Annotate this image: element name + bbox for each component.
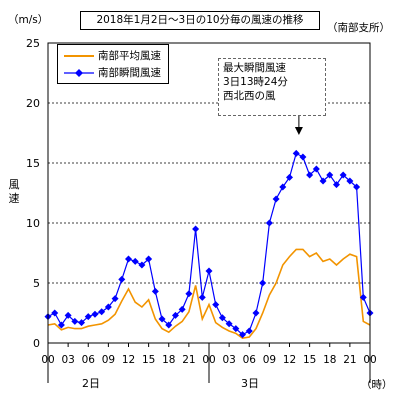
- series-point-1-11: [118, 275, 126, 283]
- series-point-1-2: [57, 321, 65, 329]
- day-label-3: 3日: [241, 377, 259, 390]
- x-tick-label-5: 15: [142, 354, 155, 366]
- annotation-line-2: 3日13時24分: [223, 76, 288, 88]
- annotation-arrow-head: [294, 127, 303, 135]
- x-tick-label-3: 09: [102, 354, 115, 366]
- legend-entry-gust: 南部瞬間風速: [62, 66, 166, 80]
- y-tick-label-20: 20: [26, 97, 40, 110]
- source-label: （南部支所）: [327, 22, 390, 34]
- series-point-1-6: [84, 313, 92, 321]
- series-point-1-30: [245, 327, 253, 335]
- series-point-1-29: [239, 331, 247, 339]
- x-axis-unit: （時）: [361, 379, 393, 391]
- series-point-1-7: [91, 310, 99, 318]
- legend-swatch-gust: [64, 69, 94, 77]
- y-tick-label-25: 25: [26, 37, 40, 50]
- series-point-1-15: [145, 255, 153, 263]
- series-point-1-3: [64, 311, 72, 319]
- series-point-1-8: [98, 308, 106, 316]
- series-point-1-26: [218, 314, 226, 322]
- series-point-1-35: [279, 183, 287, 191]
- max-gust-annotation: 最大瞬間風速 3日13時24分 西北西の風: [218, 58, 326, 116]
- series-point-1-16: [151, 287, 159, 295]
- series-point-1-45: [346, 177, 354, 185]
- y-axis-label: 風速: [8, 178, 20, 205]
- series-point-1-25: [212, 301, 220, 309]
- series-point-1-19: [171, 311, 179, 319]
- series-point-1-39: [306, 171, 314, 179]
- day-label-2: 2日: [82, 377, 100, 390]
- series-point-1-44: [339, 171, 347, 179]
- y-tick-label-5: 5: [33, 277, 40, 290]
- x-tick-label-9: 03: [222, 354, 235, 366]
- y-axis-unit: （m/s）: [8, 14, 49, 26]
- chart-title: 2018年1月2日～3日の10分毎の風速の推移: [80, 11, 320, 30]
- series-point-1-36: [286, 173, 293, 181]
- legend: 南部平均風速 南部瞬間風速: [57, 44, 169, 84]
- series-point-1-20: [178, 305, 186, 313]
- x-tick-label-13: 15: [303, 354, 316, 366]
- legend-entry-average: 南部平均風速: [62, 49, 166, 63]
- series-point-1-34: [272, 195, 280, 203]
- series-point-1-27: [225, 320, 233, 328]
- series-point-1-37: [292, 149, 300, 157]
- series-point-1-13: [131, 257, 139, 265]
- legend-label-gust: 南部瞬間風速: [98, 67, 161, 79]
- series-point-1-14: [138, 261, 146, 269]
- x-tick-label-14: 18: [323, 354, 336, 366]
- series-point-1-1: [51, 309, 59, 317]
- annotation-line-3: 西北西の風: [223, 90, 276, 102]
- series-point-1-41: [319, 177, 327, 185]
- y-tick-label-10: 10: [26, 217, 40, 230]
- series-point-1-10: [111, 295, 119, 303]
- legend-label-average: 南部平均風速: [98, 50, 161, 62]
- x-tick-label-10: 06: [243, 354, 257, 366]
- series-layer: [44, 149, 374, 340]
- x-tick-label-1: 03: [61, 354, 74, 366]
- series-point-1-28: [232, 325, 240, 333]
- y-tick-label-15: 15: [26, 157, 40, 170]
- series-point-1-32: [259, 279, 267, 287]
- x-tick-label-12: 12: [283, 354, 296, 366]
- annotation-line-1: 最大瞬間風速: [223, 62, 286, 74]
- x-tick-label-7: 21: [182, 354, 195, 366]
- series-line-0: [47, 248, 371, 340]
- series-point-1-21: [185, 290, 193, 298]
- series-point-1-18: [165, 321, 173, 329]
- x-tick-label-4: 12: [122, 354, 135, 366]
- series-point-1-31: [252, 309, 260, 317]
- x-tick-label-2: 06: [82, 354, 96, 366]
- series-point-1-46: [353, 183, 361, 191]
- series-point-1-22: [192, 225, 200, 233]
- series-point-1-12: [125, 255, 132, 263]
- series-point-1-43: [332, 181, 340, 189]
- series-point-1-17: [158, 315, 166, 323]
- series-point-1-38: [299, 153, 307, 161]
- x-tick-label-6: 18: [162, 354, 175, 366]
- series-point-1-33: [265, 219, 273, 227]
- series-point-1-5: [78, 319, 86, 327]
- series-point-1-24: [205, 267, 213, 275]
- x-tick-label-15: 21: [343, 354, 356, 366]
- x-tick-label-11: 09: [263, 354, 276, 366]
- legend-swatch-average: [64, 55, 94, 57]
- series-point-1-40: [312, 165, 320, 173]
- series-point-1-9: [104, 303, 112, 311]
- series-point-1-42: [326, 171, 334, 179]
- series-point-1-47: [359, 293, 367, 301]
- series-point-1-23: [198, 293, 206, 301]
- y-tick-label-0: 0: [33, 337, 40, 350]
- series-point-1-4: [71, 317, 79, 325]
